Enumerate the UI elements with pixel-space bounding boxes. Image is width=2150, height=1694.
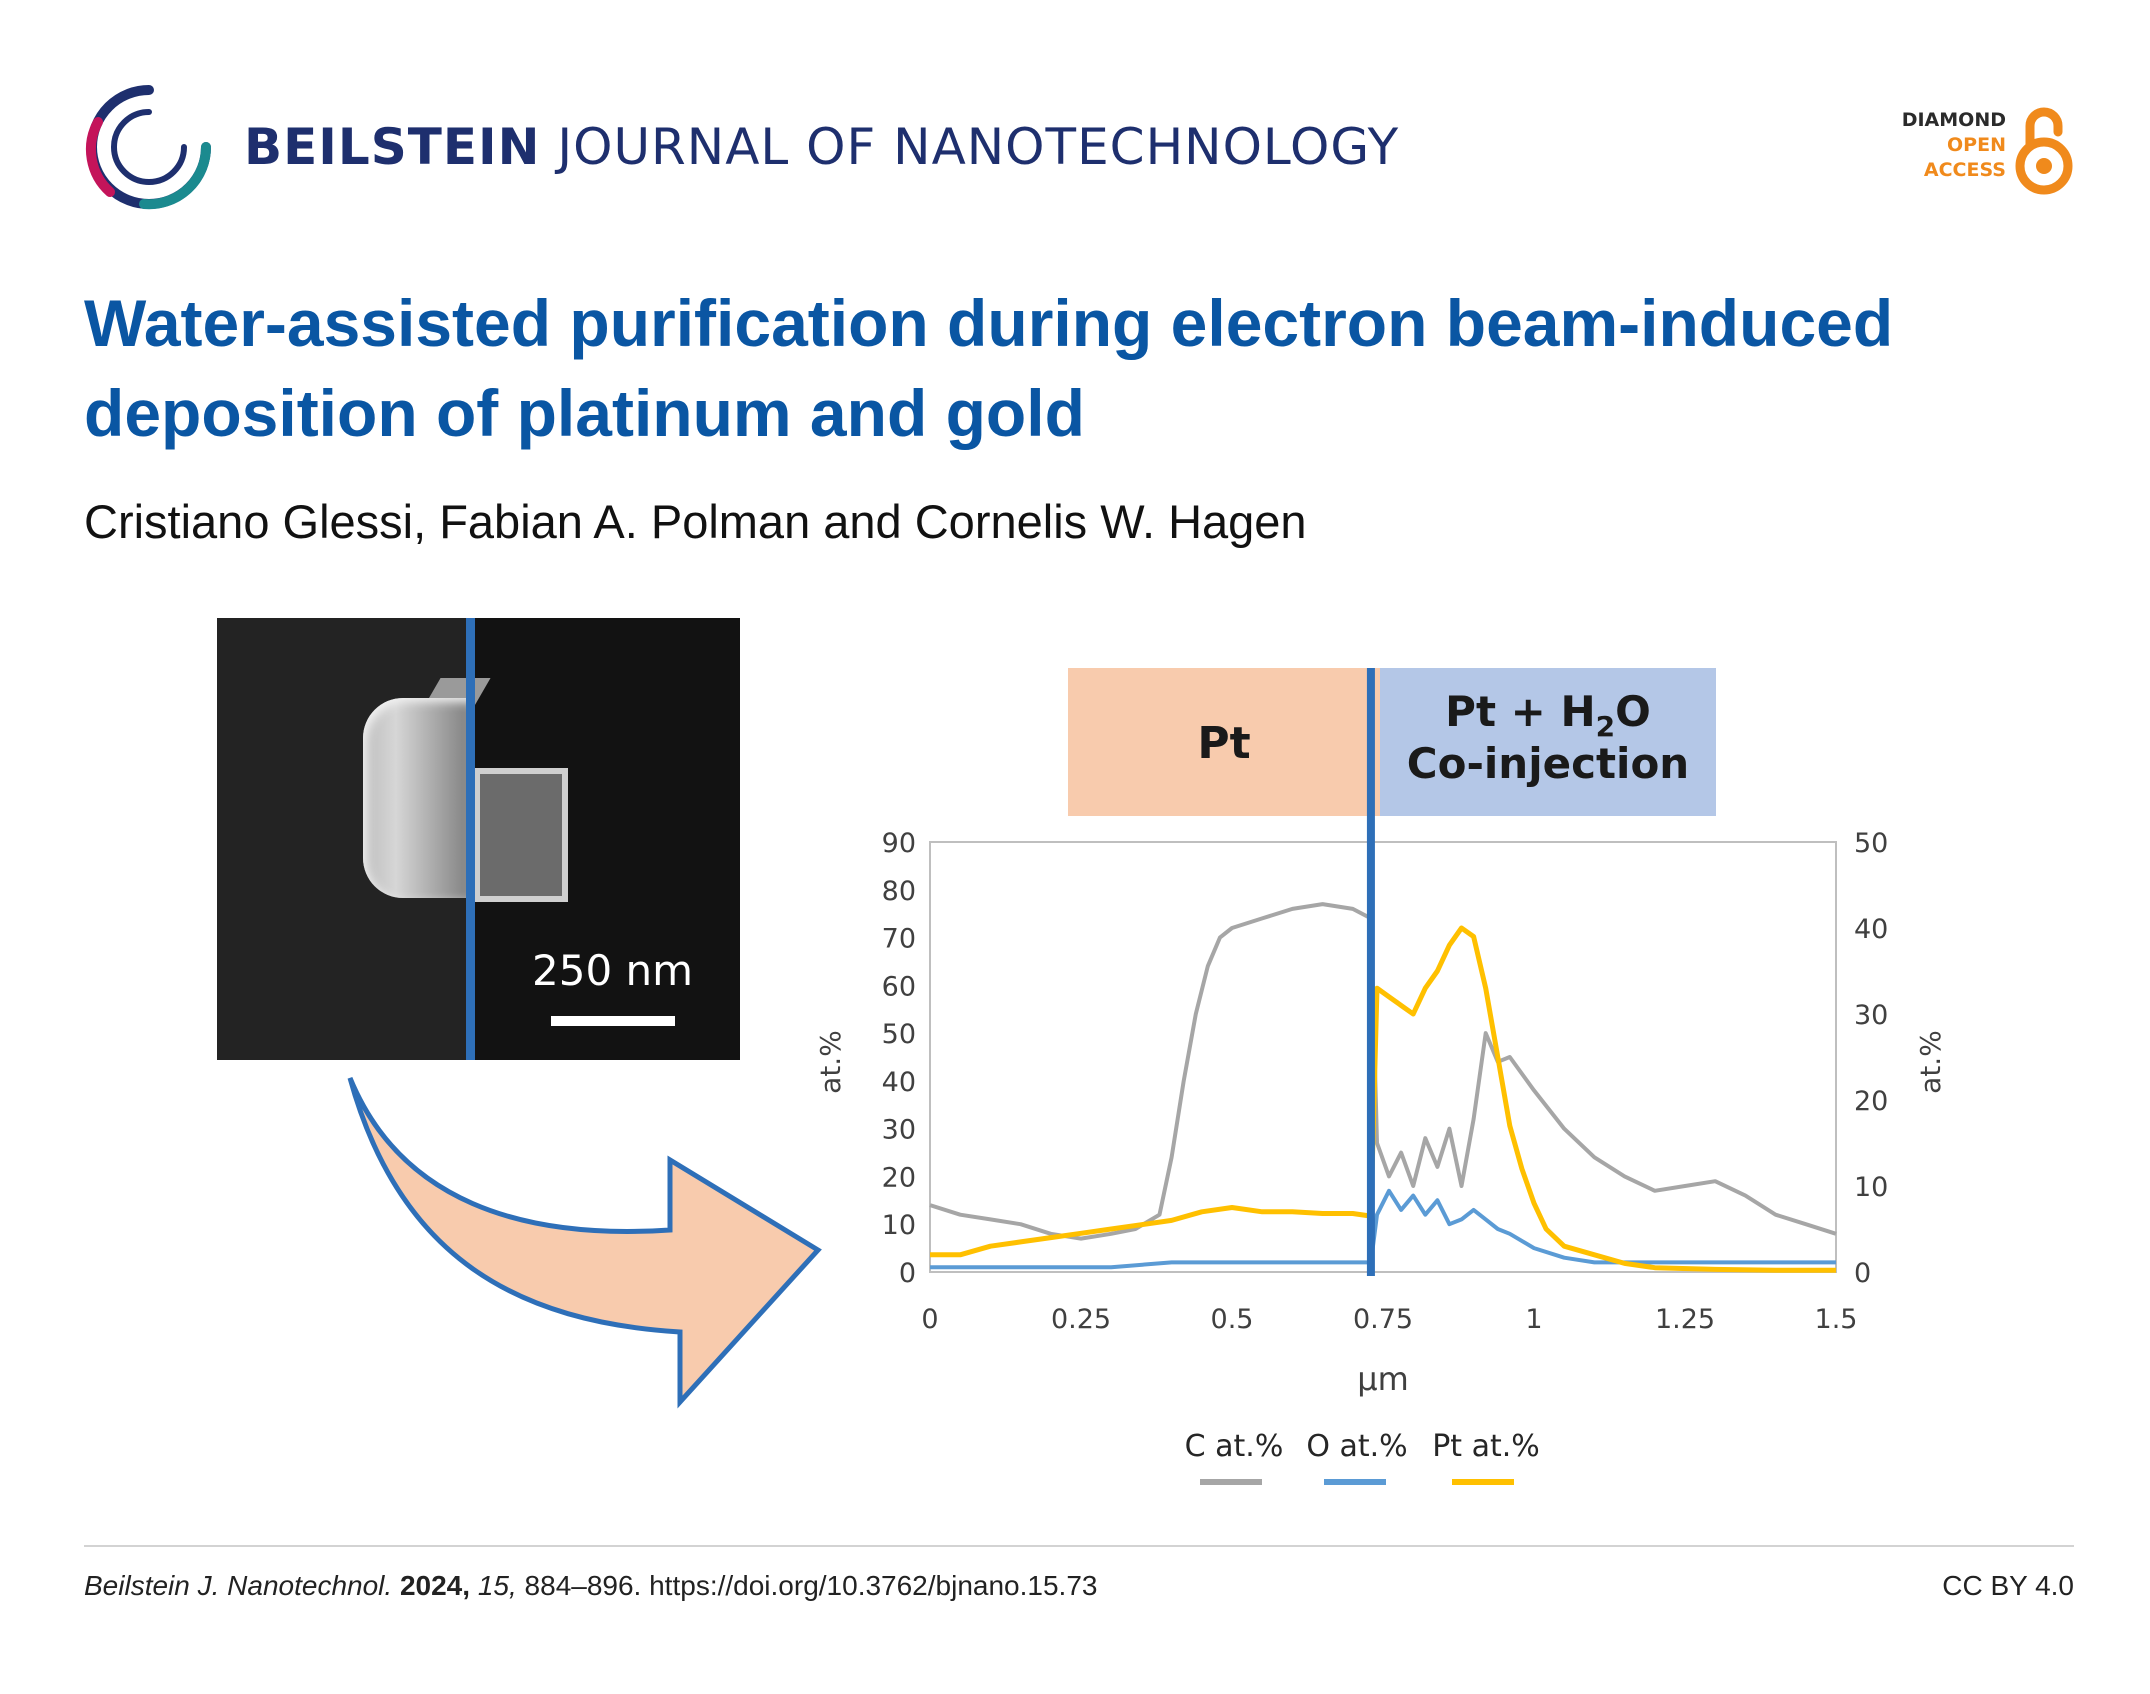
series-lines	[929, 902, 1837, 1273]
oa-line-access: ACCESS	[1923, 159, 2006, 181]
y-tick-left-8: 80	[882, 876, 916, 907]
journal-name-rest: JOURNAL OF NANOTECHNOLOGY	[557, 118, 1400, 176]
beilstein-logo-icon	[85, 85, 212, 210]
oa-label: DIAMOND OPEN ACCESS	[1902, 108, 2006, 183]
left-axis-ticks: 0 10 20 30 40 50 60 70 80 90	[882, 828, 916, 1289]
region-pt-label: Pt	[1197, 718, 1250, 769]
region-pt-box	[1068, 668, 1380, 816]
oa-line-diamond: DIAMOND	[1901, 109, 2006, 131]
citation-journal: Beilstein J. Nanotechnol.	[84, 1570, 393, 1601]
footer-divider	[84, 1545, 2074, 1547]
series-c-line	[929, 902, 1837, 1241]
region-h2o-label-a: Pt + H	[1445, 687, 1595, 736]
region-h2o-label-sub: 2	[1596, 710, 1615, 743]
x-tick-4: 1	[1525, 1304, 1542, 1335]
y-tick-right-4: 40	[1854, 914, 1888, 945]
region-h2o-box	[1380, 668, 1716, 816]
sem-deposit-left	[363, 698, 473, 898]
y-tick-left-4: 40	[882, 1067, 916, 1098]
legend-c-label: C at.%	[1185, 1429, 1284, 1464]
y-tick-left-1: 10	[882, 1210, 916, 1241]
license[interactable]: CC BY 4.0	[1942, 1570, 2074, 1601]
journal-name-bold: BEILSTEIN	[244, 118, 541, 176]
sem-micrograph: 250 nm	[217, 618, 740, 1060]
region-h2o-label-b: O	[1615, 687, 1651, 736]
y-tick-right-1: 10	[1854, 1172, 1888, 1203]
citation-pages-doi[interactable]: 884–896. https://doi.org/10.3762/bjnano.…	[524, 1570, 1098, 1601]
x-tick-0: 0	[921, 1304, 938, 1335]
x-tick-2: 0.5	[1211, 1304, 1254, 1335]
y-tick-right-2: 20	[1854, 1086, 1888, 1117]
x-tick-5: 1.25	[1655, 1304, 1715, 1335]
eds-line-profile-chart: Pt Pt + H2O Co-injection 010203040506070…	[814, 668, 1947, 1485]
y-tick-right-3: 30	[1854, 1000, 1888, 1031]
region-h2o-label-line2: Co-injection	[1407, 739, 1689, 788]
y-axis-label-left: at.%	[814, 1030, 847, 1094]
y-tick-left-7: 70	[882, 924, 916, 955]
y-tick-right-5: 50	[1854, 828, 1888, 859]
series-o-line	[930, 1188, 1836, 1270]
article-authors: Cristiano Glessi, Fabian A. Polman and C…	[84, 495, 1307, 548]
x-axis-ticks: 0 0.25 0.5 0.75 1 1.25 1.5	[921, 1304, 1857, 1335]
open-access-lock-icon	[2015, 107, 2073, 195]
legend-pt-label: Pt at.%	[1432, 1429, 1540, 1464]
citation-volume: 15,	[477, 1570, 517, 1601]
y-tick-left-5: 50	[882, 1019, 916, 1050]
y-tick-left-2: 20	[882, 1162, 916, 1193]
plot-area	[929, 841, 1837, 1273]
right-axis-ticks: 0 10 20 30 40 50	[1854, 828, 1888, 1289]
diamond-open-access-badge: DIAMOND OPEN ACCESS	[1884, 104, 2074, 196]
y-axis-label-right: at.%	[1914, 1030, 1947, 1094]
citation: Beilstein J. Nanotechnol. 2024, 15, 884–…	[84, 1570, 1097, 1602]
legend-o-label: O at.%	[1306, 1429, 1407, 1464]
scale-bar-label: 250 nm	[532, 946, 694, 995]
oa-line-open: OPEN	[1947, 134, 2006, 156]
series-pt-line	[930, 925, 1836, 1273]
article-title: Water-assisted purification during elect…	[84, 286, 1894, 450]
y-tick-left-3: 30	[882, 1115, 916, 1146]
x-axis-label: μm	[1357, 1360, 1409, 1398]
scale-bar	[551, 1016, 675, 1026]
journal-name: BEILSTEIN JOURNAL OF NANOTECHNOLOGY	[244, 118, 1399, 176]
y-tick-left-0: 0	[899, 1258, 916, 1289]
sem-deposit-right	[474, 768, 568, 902]
y-tick-left-6: 60	[882, 971, 916, 1002]
x-tick-6: 1.5	[1815, 1304, 1858, 1335]
x-tick-3: 0.75	[1353, 1304, 1413, 1335]
region-h2o-label-line1: Pt + H2O	[1445, 687, 1651, 743]
sem-divider-line	[466, 618, 475, 1060]
y-tick-left-9: 90	[882, 828, 916, 859]
x-tick-1: 0.25	[1051, 1304, 1111, 1335]
citation-year: 2024,	[399, 1570, 471, 1601]
journal-header: BEILSTEIN JOURNAL OF NANOTECHNOLOGY DIAM…	[84, 82, 2074, 212]
curved-arrow-icon	[347, 1077, 822, 1409]
y-tick-right-0: 0	[1854, 1258, 1871, 1289]
